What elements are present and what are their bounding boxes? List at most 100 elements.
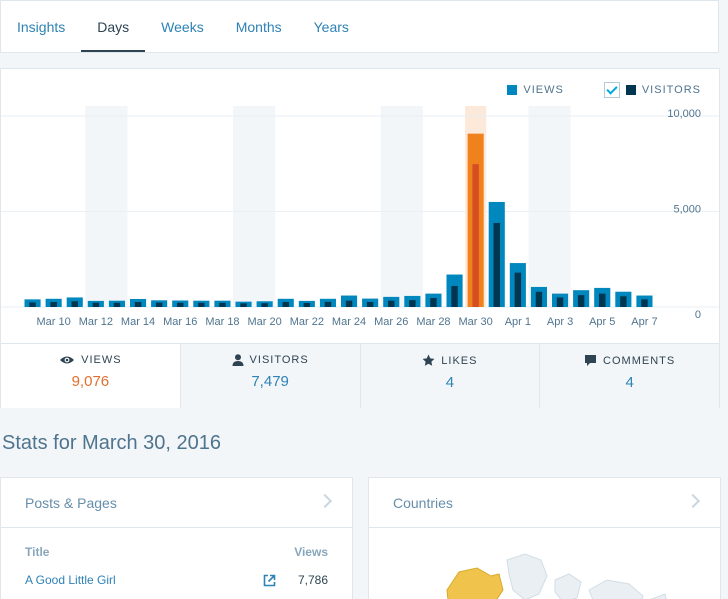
visitors-bar[interactable] xyxy=(451,285,458,307)
visitors-bar[interactable] xyxy=(324,301,332,307)
tab-insights[interactable]: Insights xyxy=(17,19,66,35)
visitors-bar[interactable] xyxy=(92,302,100,307)
visitors-checkbox[interactable] xyxy=(603,82,620,98)
visitors-bar[interactable] xyxy=(177,302,184,307)
tile-visitors-value: 7,479 xyxy=(251,373,289,390)
visitors-bar[interactable] xyxy=(641,299,648,307)
tab-years[interactable]: Years xyxy=(313,19,349,35)
tile-views-label: VIEWS xyxy=(81,354,122,366)
x-tick-label: Mar 20 xyxy=(248,316,282,328)
visitors-bar[interactable] xyxy=(240,303,247,307)
x-tick-label: Mar 16 xyxy=(163,316,197,328)
x-tick-label: Mar 30 xyxy=(459,316,493,328)
tile-views[interactable]: VIEWS 9,076 xyxy=(1,344,180,408)
tile-likes-label: LIKES xyxy=(441,354,478,367)
posts-table-header: Title Views xyxy=(1,528,352,559)
weekend-band xyxy=(233,106,276,307)
stats-chart-card: VIEWS VISITORS 10,000 5,000 0 Mar 10 Mar 12… xyxy=(0,68,720,408)
visitors-bar[interactable] xyxy=(29,302,36,307)
views-bar-chart: 10,000 5,000 0 Mar 10 Mar 12 Mar 14 Mar 16 Mar… xyxy=(1,106,719,328)
visitors-bar[interactable] xyxy=(261,303,268,307)
section-title: Stats for March 30, 2016 xyxy=(2,432,222,454)
visitors-bar[interactable] xyxy=(113,302,121,307)
y-tick-label: 5,000 xyxy=(673,204,701,216)
legend-visitors[interactable]: VISITORS xyxy=(603,82,701,98)
legend-views-swatch xyxy=(507,85,518,95)
tile-visitors-label-row: VISITORS xyxy=(181,354,360,366)
comment-icon xyxy=(585,355,597,366)
tile-comments-label-row: COMMENTS xyxy=(540,354,719,367)
col-title-header: Title xyxy=(25,545,50,559)
x-tick-label: Mar 28 xyxy=(416,316,450,328)
y-tick-label: 0 xyxy=(695,309,701,321)
visitors-bar[interactable] xyxy=(556,297,564,307)
visitors-bar[interactable] xyxy=(388,300,395,307)
legend-visitors-label: VISITORS xyxy=(641,84,701,96)
visitors-bar[interactable] xyxy=(577,295,585,307)
period-tabs: Insights Days Weeks Months Years xyxy=(0,0,719,53)
visitors-bar[interactable] xyxy=(303,302,311,307)
visitors-bar[interactable] xyxy=(620,296,627,307)
col-views-header: Views xyxy=(294,545,328,559)
post-views: 7,786 xyxy=(297,573,328,587)
tile-views-label-row: VIEWS xyxy=(1,354,180,366)
x-tick-label: Mar 14 xyxy=(121,316,155,328)
visitors-bar[interactable] xyxy=(599,293,606,307)
visitors-bar[interactable] xyxy=(50,302,57,307)
tile-visitors[interactable]: VISITORS 7,479 xyxy=(179,344,360,408)
tile-comments-value: 4 xyxy=(625,374,634,391)
summary-tiles: VIEWS 9,076 VISITORS 7,479 LIKES 4 xyxy=(1,343,719,408)
visitors-bar[interactable] xyxy=(198,302,205,307)
visitors-bar[interactable] xyxy=(366,302,374,307)
visitors-bar[interactable] xyxy=(155,302,163,307)
legend-views: VIEWS xyxy=(507,84,563,96)
person-icon xyxy=(232,354,244,366)
table-row[interactable]: A Good Little Girl 7,786 xyxy=(1,559,352,587)
countries-title: Countries xyxy=(393,495,453,511)
x-tick-label: Mar 22 xyxy=(290,316,324,328)
visitors-bar[interactable] xyxy=(134,302,142,307)
visitors-bar[interactable] xyxy=(409,300,416,307)
x-tick-label: Mar 18 xyxy=(205,316,239,328)
visitors-bar[interactable] xyxy=(219,302,226,307)
x-tick-label: Mar 26 xyxy=(374,316,408,328)
tile-comments[interactable]: COMMENTS 4 xyxy=(539,344,719,408)
countries-header[interactable]: Countries xyxy=(369,478,720,528)
posts-pages-header[interactable]: Posts & Pages xyxy=(1,478,352,528)
external-link-icon[interactable] xyxy=(263,574,276,587)
posts-pages-title: Posts & Pages xyxy=(25,495,117,511)
visitors-bar[interactable] xyxy=(345,300,353,307)
visitors-bar[interactable] xyxy=(535,291,543,307)
x-tick-label: Apr 5 xyxy=(589,316,615,328)
x-tick-label: Mar 10 xyxy=(37,316,71,328)
visitors-bar[interactable] xyxy=(472,164,479,307)
visitors-bar[interactable] xyxy=(71,301,78,307)
tile-likes[interactable]: LIKES 4 xyxy=(359,344,540,408)
tab-days[interactable]: Days xyxy=(81,1,146,52)
weekend-band xyxy=(380,106,423,307)
legend-views-label: VIEWS xyxy=(523,84,564,96)
x-tick-label: Apr 7 xyxy=(631,316,657,328)
x-tick-label: Mar 12 xyxy=(79,316,113,328)
visitors-bar[interactable] xyxy=(282,302,289,307)
posts-pages-panel: Posts & Pages Title Views A Good Little … xyxy=(0,477,353,599)
x-tick-label: Apr 3 xyxy=(547,316,573,328)
tile-visitors-label: VISITORS xyxy=(249,354,309,366)
x-tick-label: Apr 1 xyxy=(505,316,531,328)
legend-visitors-swatch xyxy=(625,85,636,95)
post-title-link[interactable]: A Good Little Girl xyxy=(25,573,116,587)
weekend-band xyxy=(528,106,571,307)
tile-likes-label-row: LIKES xyxy=(361,354,540,367)
tab-weeks[interactable]: Weeks xyxy=(161,19,204,35)
visitors-bar[interactable] xyxy=(493,222,500,307)
tab-months[interactable]: Months xyxy=(235,19,282,35)
tile-likes-value: 4 xyxy=(445,374,455,391)
visitors-bar[interactable] xyxy=(430,298,437,307)
chevron-right-icon xyxy=(317,493,333,509)
visitors-bar[interactable] xyxy=(514,272,522,307)
world-map xyxy=(446,553,667,599)
weekend-band xyxy=(85,106,128,307)
x-tick-label: Mar 24 xyxy=(332,316,366,328)
tile-views-value: 9,076 xyxy=(71,373,110,390)
tile-comments-label: COMMENTS xyxy=(603,354,676,367)
